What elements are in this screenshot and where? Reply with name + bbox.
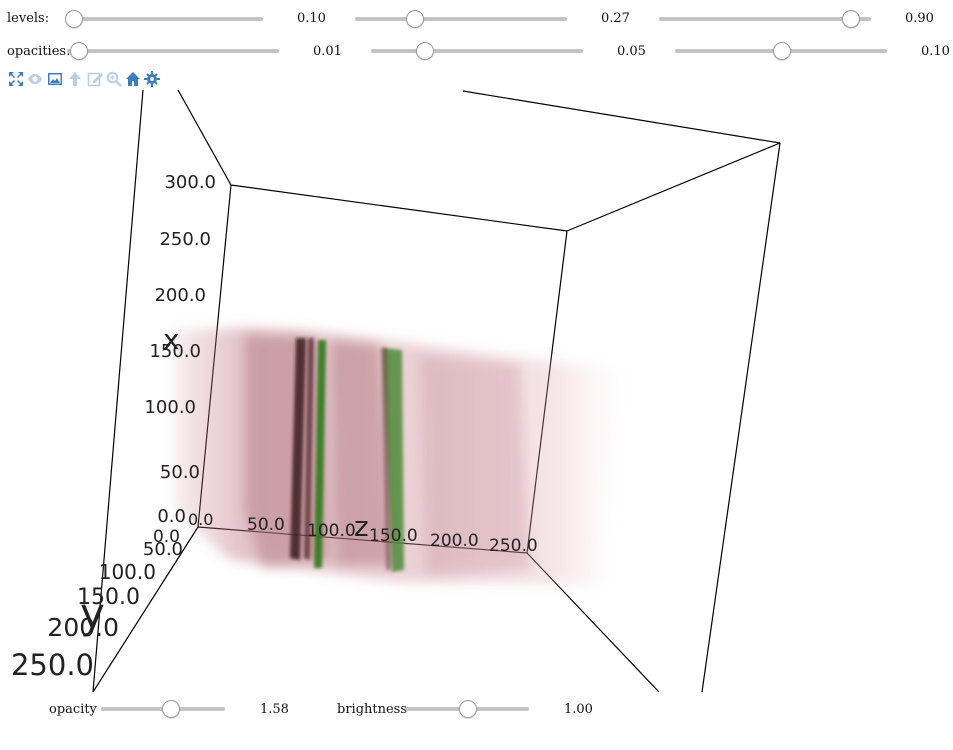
- x-tick-label: 300.0: [164, 172, 216, 193]
- x-tick-label: 0.0: [157, 506, 186, 527]
- x-tick-label: 100.0: [144, 397, 196, 418]
- opacity-value-3: 0.10: [921, 44, 950, 59]
- box-edge: [177, 90, 232, 186]
- slider-thumb[interactable]: [416, 42, 434, 60]
- opacity-slider-1[interactable]: [67, 41, 279, 61]
- opacity-value: 1.58: [260, 702, 289, 717]
- axis-y: 0.0 50.0 100.0 150.0 200.0 250.0 y: [11, 527, 183, 682]
- volume-data: [175, 328, 620, 585]
- level-slider-3[interactable]: [659, 9, 871, 29]
- axis-z: 0.0 50.0 100.0 150.0 200.0 250.0 z: [188, 510, 538, 556]
- z-tick-label: 150.0: [369, 526, 418, 546]
- eye-icon[interactable]: [27, 71, 43, 87]
- edit-icon[interactable]: [87, 71, 103, 87]
- z-tick-label: 100.0: [307, 521, 356, 541]
- level-value-3: 0.90: [905, 11, 934, 26]
- z-tick-label: 0.0: [188, 510, 213, 529]
- opacities-label: opacities:: [7, 44, 71, 59]
- opacity-value-2: 0.05: [617, 44, 646, 59]
- level-slider-1[interactable]: [64, 9, 263, 29]
- slider-thumb[interactable]: [406, 10, 425, 28]
- x-axis-title: x: [163, 323, 180, 356]
- y-tick-label: 0.0: [153, 527, 180, 547]
- opacity-slider[interactable]: [101, 699, 225, 719]
- level-value-2: 0.27: [601, 11, 630, 26]
- z-axis-title: z: [354, 510, 369, 543]
- opacity-slider-3[interactable]: [675, 41, 887, 61]
- slider-thumb[interactable]: [459, 700, 477, 718]
- slider-thumb[interactable]: [841, 10, 860, 28]
- box-edge: [92, 526, 199, 692]
- x-tick-label: 200.0: [154, 285, 206, 306]
- levels-label: levels:: [7, 11, 50, 26]
- box-edge: [566, 142, 781, 232]
- image-icon[interactable]: [47, 71, 63, 87]
- level-slider-2[interactable]: [355, 9, 567, 29]
- gear-icon[interactable]: [144, 71, 160, 87]
- y-tick-label: 50.0: [143, 539, 183, 560]
- fullscreen-icon[interactable]: [8, 71, 24, 87]
- y-tick-label: 150.0: [77, 585, 140, 610]
- brightness-slider[interactable]: [405, 699, 529, 719]
- x-tick-label: 150.0: [149, 341, 201, 362]
- slider-thumb[interactable]: [773, 42, 791, 60]
- box-edge: [462, 90, 781, 144]
- y-tick-label: 200.0: [47, 613, 119, 642]
- home-icon[interactable]: [125, 71, 141, 87]
- brightness-label: brightness: [337, 702, 408, 717]
- volume-render-canvas[interactable]: 300.0 250.0 200.0 150.0 100.0 50.0 0.0 x…: [0, 90, 953, 692]
- z-tick-label: 200.0: [430, 531, 479, 551]
- x-tick-label: 50.0: [160, 462, 200, 483]
- slider-thumb[interactable]: [162, 700, 181, 718]
- z-tick-label: 50.0: [247, 515, 285, 535]
- zoom-icon[interactable]: [106, 71, 122, 87]
- x-tick-label: 250.0: [159, 229, 211, 250]
- box-edge: [92, 90, 144, 692]
- opacity-label: opacity: [49, 702, 97, 717]
- level-value-1: 0.10: [297, 11, 326, 26]
- z-tick-label: 250.0: [489, 536, 538, 556]
- axis-x: 300.0 250.0 200.0 150.0 100.0 50.0 0.0 x: [144, 172, 216, 527]
- slider-thumb[interactable]: [69, 42, 88, 60]
- y-tick-label: 250.0: [11, 648, 94, 682]
- opacity-value-1: 0.01: [313, 44, 342, 59]
- box-edge: [230, 184, 568, 232]
- y-axis-title: y: [80, 589, 105, 638]
- box-edge: [701, 142, 781, 692]
- slider-thumb[interactable]: [64, 10, 83, 28]
- brightness-value: 1.00: [564, 702, 593, 717]
- y-tick-label: 100.0: [99, 560, 156, 584]
- arrow-up-icon[interactable]: [67, 71, 83, 87]
- opacity-slider-2[interactable]: [371, 41, 583, 61]
